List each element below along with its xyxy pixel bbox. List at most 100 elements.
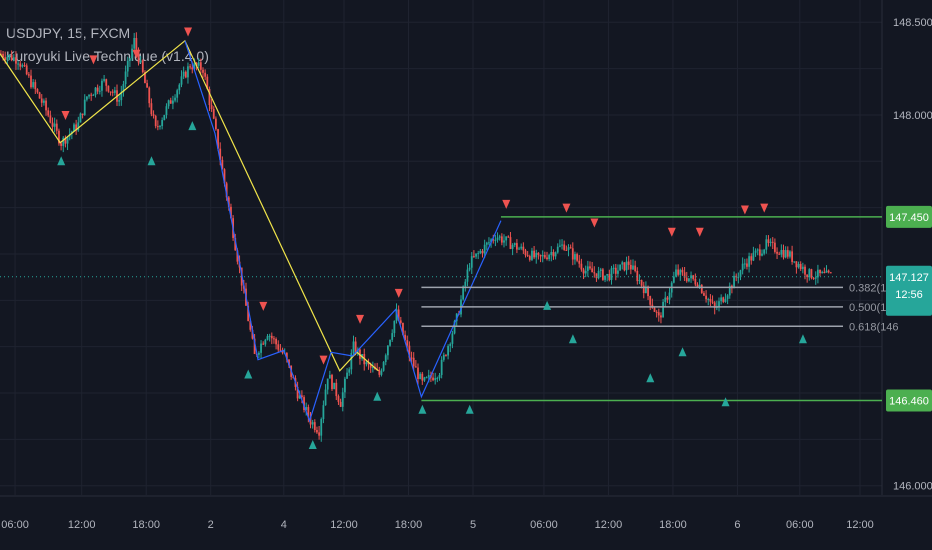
candle-body: [660, 315, 662, 318]
candle-body: [563, 244, 566, 250]
candle-body: [546, 257, 548, 260]
candle-body: [632, 265, 634, 270]
candle-body: [649, 296, 652, 305]
candle-body: [509, 237, 512, 249]
candle-body: [475, 253, 477, 257]
sell-marker-icon: [760, 203, 769, 213]
candle-body: [500, 236, 503, 243]
candle-body: [817, 269, 819, 278]
candle-body: [120, 92, 123, 101]
candle-body: [131, 48, 133, 59]
level-price-box: [886, 389, 932, 412]
candle-body: [101, 80, 103, 91]
candle-body: [505, 236, 508, 241]
candle-body: [354, 341, 357, 354]
candle-body: [724, 299, 727, 302]
candle-body: [178, 84, 181, 91]
candle-body: [666, 297, 669, 300]
candle-body: [528, 256, 531, 260]
candle-body: [251, 329, 254, 339]
indicator-title[interactable]: Kuroyuki Live Technique (v1.4.0): [6, 48, 209, 64]
candle-body: [780, 249, 783, 255]
candle-body: [769, 241, 772, 243]
candle-body: [498, 236, 501, 238]
candle-body: [356, 349, 359, 354]
candle-body: [683, 272, 686, 278]
candle-body: [668, 292, 671, 300]
candle-body: [825, 270, 828, 273]
candle-body: [109, 91, 112, 93]
candle-body: [821, 271, 824, 274]
candle-body: [782, 249, 785, 258]
time-axis-tick: 12:00: [330, 519, 358, 531]
candle-body: [571, 248, 574, 260]
candle-body: [88, 94, 90, 97]
candle-body: [466, 269, 469, 282]
sell-marker-icon: [184, 27, 193, 37]
candle-body: [767, 239, 770, 243]
time-axis-tick: 18:00: [132, 519, 160, 531]
time-axis-tick: 5: [470, 519, 476, 531]
candle-body: [219, 148, 222, 160]
candle-body: [270, 335, 273, 339]
candle-body: [344, 378, 346, 393]
candle-body: [485, 242, 488, 245]
candle-body: [369, 364, 372, 368]
candle-body: [569, 247, 572, 249]
candle-body: [524, 250, 527, 256]
candle-body: [146, 83, 148, 88]
candle-body: [554, 252, 557, 257]
candle-body: [516, 243, 518, 250]
candle-body: [12, 57, 15, 61]
candle-body: [425, 377, 428, 379]
candle-body: [640, 280, 643, 286]
last-price-box: [886, 265, 932, 316]
candle-body: [468, 267, 471, 270]
candle-body: [111, 91, 114, 93]
candle-body: [520, 246, 523, 249]
candle-body: [806, 274, 809, 277]
candle-body: [810, 269, 813, 279]
candle-body: [77, 122, 80, 131]
candle-body: [206, 76, 209, 89]
candle-body: [627, 261, 630, 265]
candle-body: [333, 382, 336, 390]
candle-body: [83, 99, 86, 115]
time-axis-tick: 18:00: [395, 519, 423, 531]
sell-marker-icon: [740, 205, 749, 215]
time-axis-tick: 06:00: [1, 519, 29, 531]
candle-body: [578, 260, 581, 264]
candle-body: [15, 57, 17, 64]
candle-body: [66, 136, 69, 144]
candle-body: [479, 250, 482, 254]
candle-body: [4, 57, 7, 60]
candle-body: [275, 338, 277, 345]
candle-body: [488, 242, 490, 244]
candle-body: [264, 339, 267, 345]
candle-body: [397, 309, 400, 321]
candle-body: [79, 113, 82, 123]
candle-body: [139, 60, 142, 63]
candle-body: [19, 63, 22, 67]
candle-body: [580, 263, 583, 270]
candle-body: [432, 377, 434, 381]
candle-body: [204, 72, 207, 77]
candle-body: [305, 407, 308, 410]
candle-body: [414, 366, 417, 368]
candle-body: [765, 239, 768, 250]
candle-body: [30, 75, 32, 88]
candle-body: [513, 243, 516, 246]
candle-body: [795, 261, 798, 268]
candle-body: [447, 345, 449, 356]
symbol-title[interactable]: USDJPY, 15, FXCM: [6, 25, 131, 41]
buy-marker-icon: [646, 373, 655, 383]
candle-body: [23, 65, 26, 67]
candle-body: [707, 299, 710, 301]
fib-label: 0.618(146: [849, 321, 899, 333]
candle-body: [677, 269, 680, 275]
candle-body: [387, 345, 389, 356]
candle-body: [552, 251, 555, 257]
countdown-label: 12:56: [895, 289, 923, 301]
candle-body: [713, 302, 716, 308]
